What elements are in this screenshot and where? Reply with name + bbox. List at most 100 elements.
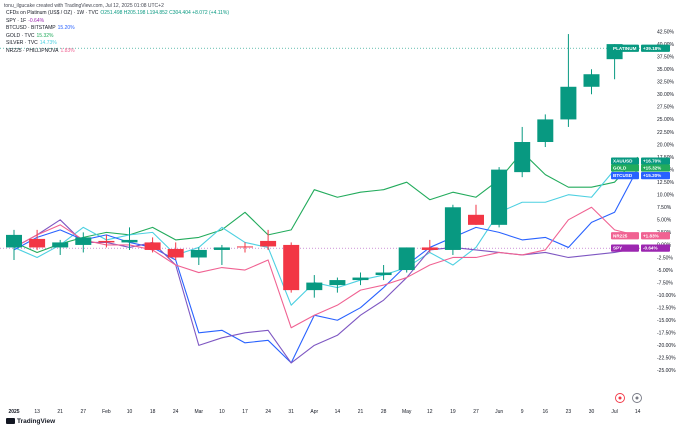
price-tags: PLATINUM +39.18%XAUUSD +16.70%GOLD +15.32%B…: [611, 44, 670, 252]
x-tick-label: 30: [589, 409, 595, 415]
x-axis: 2025 13 21 27 Feb 10 18 24 Mar 10 17 24 31 Apr 14 21 28 M…: [8, 409, 640, 415]
y-tick-label: 37.50%: [657, 54, 675, 60]
x-tick-label: Feb: [102, 409, 111, 415]
candle-body: [121, 239, 138, 243]
y-tick-label: -20.00%: [657, 343, 676, 349]
price-tag-label-bg: [611, 164, 639, 172]
x-tick-label: 21: [358, 409, 364, 415]
candle-body: [514, 142, 531, 173]
price-tag-label: GOLD: [613, 166, 627, 171]
legend-item[interactable]: NR225 · PHILLIPNOVA 1.83%: [6, 48, 229, 56]
x-tick-label: 10: [127, 409, 133, 415]
x-tick-label: 27: [81, 409, 87, 415]
legend-value: 15.32%: [36, 32, 54, 39]
price-tag: PLATINUM +39.18%: [611, 44, 670, 52]
x-tick-label: 23: [566, 409, 572, 415]
x-tick-label: 14: [335, 409, 341, 415]
y-tick-label: 22.50%: [657, 130, 675, 136]
x-tick-label: 31: [288, 409, 294, 415]
x-tick-label: 21: [57, 409, 63, 415]
x-tick-label: Apr: [310, 409, 318, 415]
candle-body: [375, 272, 392, 276]
candle-body: [329, 280, 346, 286]
price-tag-value-bg: [641, 44, 670, 52]
price-tag-label-bg: [611, 232, 639, 240]
eye-icon[interactable]: [615, 393, 625, 403]
price-tag-label: NR225: [613, 233, 628, 238]
price-tag-label: XAUUSD: [613, 159, 633, 164]
legend-symbol: CFDs on Platinum (US$ / OZ) · 1W · TVC: [6, 10, 99, 16]
legend-value: O251.498 H205.198 L194.852 C304.404 +8.0…: [100, 10, 230, 16]
price-tag: BTCUSD +15.20%: [611, 172, 670, 180]
price-tag-value: -0.64%: [643, 246, 658, 251]
price-tag-value-bg: [641, 164, 670, 172]
y-tick-label: 27.50%: [657, 105, 675, 111]
price-tag: GOLD +15.32%: [611, 164, 670, 172]
y-tick-label: -12.50%: [657, 305, 676, 311]
y-axis: 42.50%40.00%37.50%35.00%32.50%30.00%27.5…: [657, 29, 676, 374]
price-tag-label: SPY: [613, 246, 622, 251]
candle-body: [468, 214, 484, 225]
candle-body: [167, 248, 184, 258]
x-tick-label: May: [402, 409, 412, 415]
candle-body: [398, 247, 415, 271]
price-tag-value: +15.20%: [643, 173, 661, 178]
price-tag-value-bg: [641, 232, 670, 240]
price-tag-value: +39.18%: [643, 46, 661, 51]
series-lines: [13, 151, 639, 364]
price-tag-value: +1.83%: [643, 233, 659, 238]
candle-body: [560, 86, 577, 120]
series-line-btcusd: [13, 168, 639, 364]
x-tick-label: Jul: [611, 409, 617, 415]
legend-symbol: NR225 · PHILLIPNOVA: [6, 47, 59, 54]
candle-body: [260, 240, 277, 247]
x-tick-label: 9: [521, 409, 524, 415]
tradingview-brand[interactable]: TradingView: [6, 418, 55, 425]
candle-body: [491, 169, 508, 225]
candle-body: [306, 282, 323, 291]
bottom-right-controls[interactable]: [615, 393, 642, 403]
y-tick-label: -10.00%: [657, 293, 676, 299]
legend-symbol: GOLD · TVC: [6, 32, 35, 39]
candle-body: [190, 249, 207, 258]
legend-item[interactable]: BTCUSD · BITSTAMP 15.20%: [6, 25, 229, 33]
legend-value: 1.83%: [60, 47, 75, 54]
candle-body: [6, 234, 22, 248]
candle-body: [213, 247, 230, 250]
brand-text: TradingView: [17, 418, 56, 425]
platinum-candles: [6, 34, 623, 298]
price-tag-value: +15.32%: [643, 166, 661, 171]
candle-body: [144, 242, 161, 250]
series-line-silver: [13, 159, 638, 306]
x-tick-label: 13: [34, 409, 40, 415]
legend-item[interactable]: SILVER · TVC 14.73%: [6, 40, 229, 48]
price-tag-value-bg: [641, 157, 670, 165]
legend-value: 15.20%: [57, 25, 75, 32]
legend-item[interactable]: CFDs on Platinum (US$ / OZ) · 1W · TVC O2…: [6, 10, 229, 18]
price-tag-value-bg: [641, 244, 670, 252]
settings-icon-dot: [635, 396, 639, 400]
y-tick-label: 12.50%: [657, 180, 675, 186]
x-tick-label: 27: [473, 409, 479, 415]
price-tag: SPY -0.64%: [611, 244, 670, 252]
settings-icon[interactable]: [632, 393, 642, 403]
x-tick-label: 19: [450, 409, 456, 415]
price-tag-label: BTCUSD: [613, 173, 633, 178]
y-tick-label: -22.50%: [657, 356, 676, 362]
candle-body: [352, 277, 369, 281]
x-tick-label: 2025: [8, 409, 19, 415]
y-tick-label: -17.50%: [657, 331, 676, 337]
price-tag: XAUUSD +16.70%: [611, 157, 670, 165]
legend: CFDs on Platinum (US$ / OZ) · 1W · TVC O2…: [6, 10, 229, 56]
x-tick-label: Jun: [495, 409, 503, 415]
legend-item[interactable]: SPY · 1F -0.64%: [6, 18, 229, 26]
y-tick-label: 20.00%: [657, 142, 675, 148]
candle-body: [421, 247, 438, 250]
legend-item[interactable]: GOLD · TVC 15.32%: [6, 33, 229, 41]
y-tick-label: -2.50%: [657, 255, 673, 261]
legend-symbol: SPY · 1F: [6, 17, 27, 24]
y-tick-label: -5.00%: [657, 268, 673, 274]
y-tick-label: 32.50%: [657, 80, 675, 86]
y-tick-label: 10.00%: [657, 193, 675, 199]
